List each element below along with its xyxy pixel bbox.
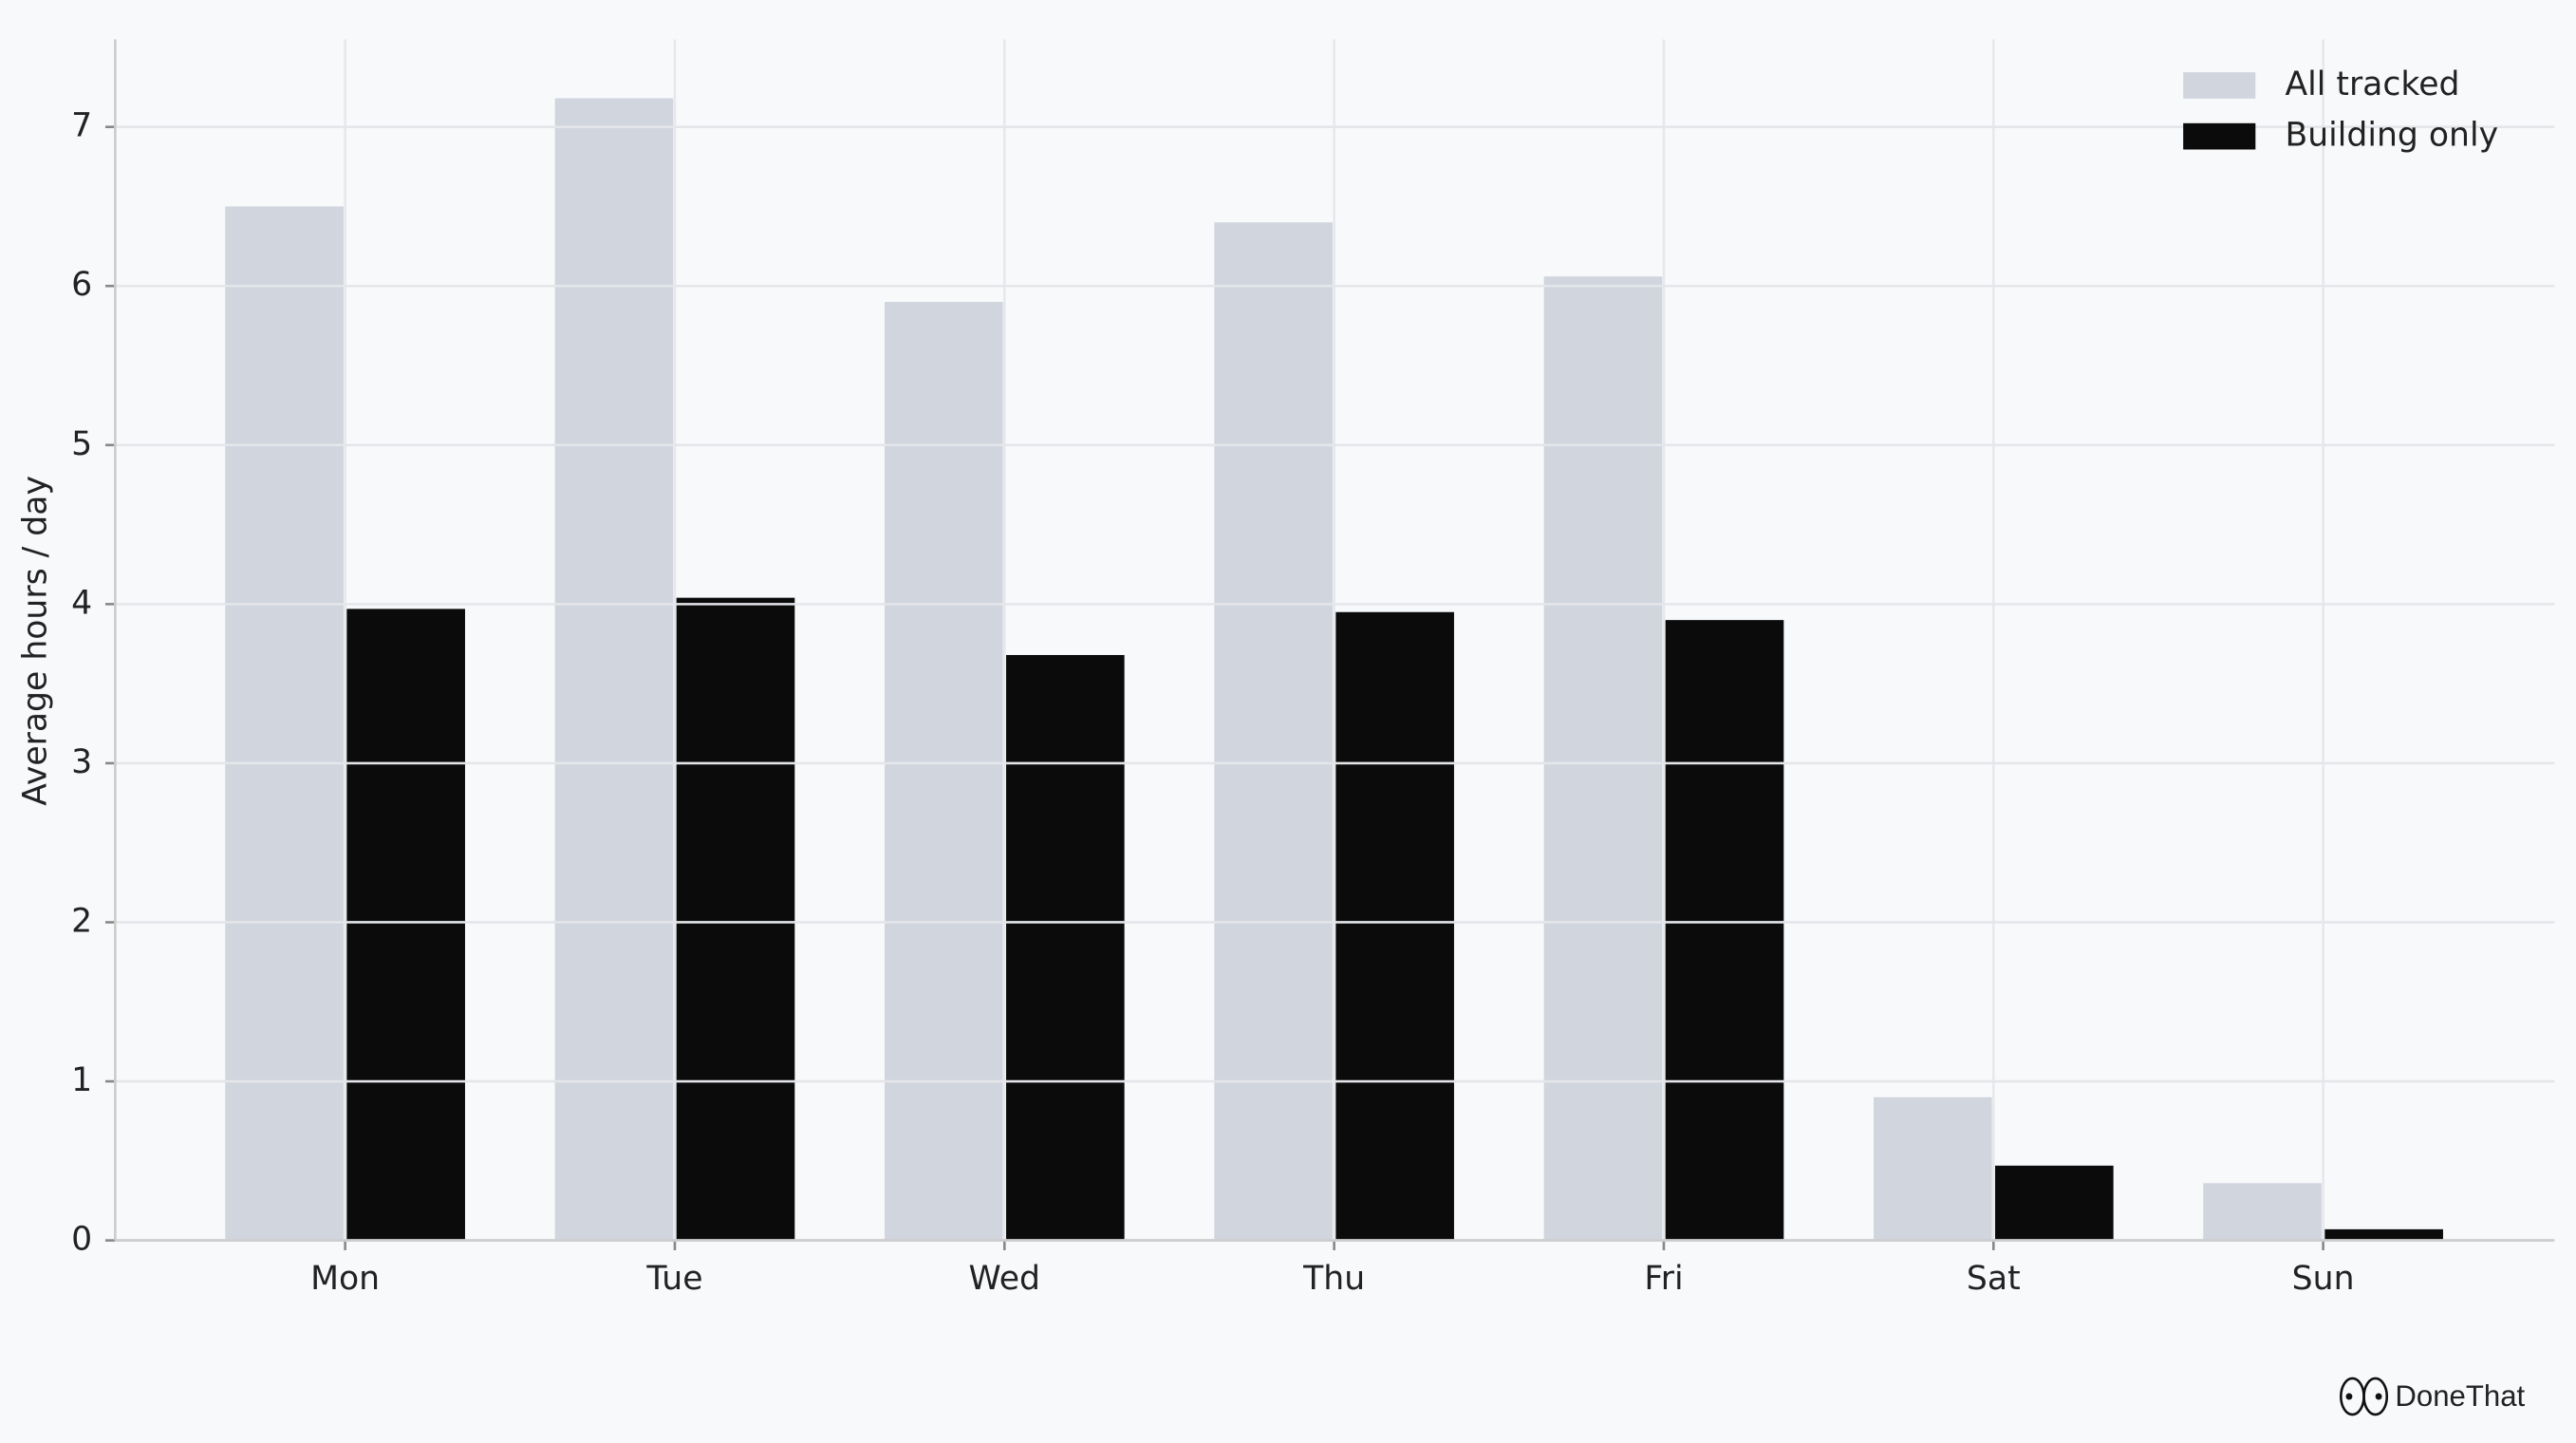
legend-label: All tracked (2285, 66, 2459, 103)
y-tick-label: 0 (71, 1221, 92, 1259)
x-tick-label: Thu (1302, 1260, 1365, 1298)
legend-label: Building only (2285, 117, 2498, 155)
watermark: DoneThat (2395, 1379, 2525, 1413)
bar (554, 98, 674, 1241)
y-tick-label: 3 (71, 743, 92, 781)
bar (1995, 1165, 2114, 1241)
y-tick-label: 1 (71, 1061, 92, 1099)
bar (225, 206, 344, 1241)
watermark-icon (2340, 1377, 2389, 1416)
bar (884, 302, 1003, 1241)
y-axis-label: Average hours / day (16, 476, 54, 806)
legend-swatch (2183, 72, 2256, 99)
bar (2324, 1228, 2443, 1241)
y-tick-label: 2 (71, 902, 92, 940)
legend-swatch (2183, 122, 2256, 150)
y-tick-label: 5 (71, 425, 92, 463)
bar (1335, 611, 1454, 1241)
y-tick-label: 4 (71, 584, 92, 622)
bar (676, 597, 795, 1241)
grid (344, 39, 2324, 1241)
y-tick-label: 6 (71, 266, 92, 304)
x-tick-label: Wed (969, 1260, 1040, 1298)
bar (1665, 620, 1784, 1241)
x-tick-label: Mon (310, 1260, 380, 1298)
x-tick-label: Tue (645, 1260, 702, 1298)
bar (1214, 222, 1333, 1241)
x-tick-label: Sun (2292, 1260, 2355, 1298)
overlay: Mon Tue Wed Thu Fri Sat Sun 0 1 2 3 4 5 6 7 All tracked… (71, 39, 2555, 1298)
bar (2203, 1183, 2322, 1241)
x-tick-label: Sat (1967, 1260, 2021, 1298)
y-tick-label: 7 (71, 107, 92, 145)
x-tick-label: Fri (1644, 1260, 1683, 1298)
bar (1543, 276, 1663, 1241)
bars (225, 98, 2443, 1241)
bar (346, 609, 465, 1241)
bar (1873, 1096, 1992, 1241)
bar (1006, 654, 1125, 1241)
